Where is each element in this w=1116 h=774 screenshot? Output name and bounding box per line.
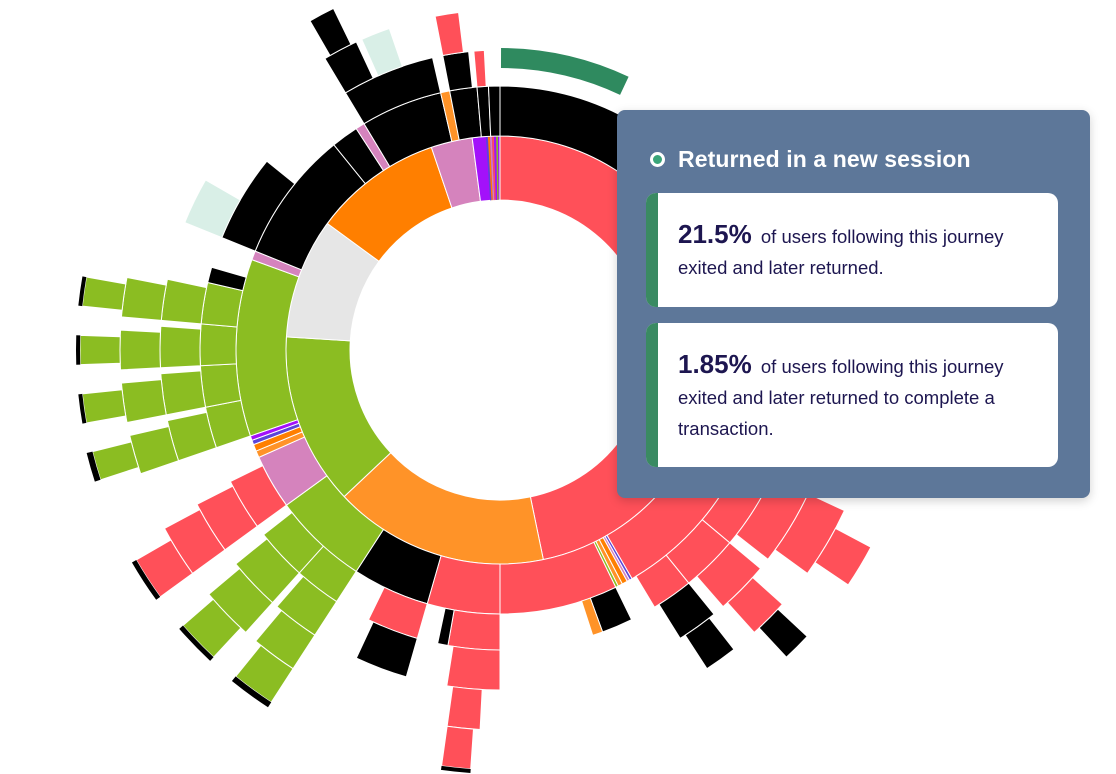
inner-ring-sliver (487, 136, 493, 201)
outer-ring-segment (437, 607, 455, 647)
outer-ring-segment (159, 325, 202, 369)
segment-cap (231, 676, 272, 708)
outer-ring-segment (473, 49, 487, 88)
outer-ring-segment (207, 266, 247, 292)
outer-ring-segment (814, 527, 872, 586)
stat-description: of users following this journey exited a… (678, 226, 1004, 278)
outer-ring-segment (355, 621, 418, 678)
outer-ring-segment (184, 179, 241, 239)
segment-cap (179, 625, 214, 661)
outer-ring-segment (580, 597, 604, 636)
outer-ring-segment (91, 441, 140, 481)
tooltip-header: Returned in a new session (650, 146, 971, 173)
segment-cap (440, 765, 471, 773)
segment-cap (78, 276, 87, 307)
segment-cap (131, 560, 161, 600)
inner-ring-sliver (491, 136, 496, 201)
session-tooltip: Returned in a new session 21.5% of users… (617, 110, 1090, 498)
segment-cap (78, 393, 87, 424)
outer-ring-segment (446, 645, 501, 691)
stat-body: 1.85% of users following this journey ex… (678, 349, 1040, 444)
outer-ring-segment (120, 379, 167, 424)
outer-ring-segment (447, 609, 501, 651)
outer-ring-segment (199, 363, 242, 408)
outer-ring-segment (446, 686, 483, 731)
inner-ring-sliver (485, 136, 492, 201)
stat-value: 21.5% (678, 219, 752, 249)
segment-cap (76, 335, 81, 365)
outer-ring-segment (309, 7, 352, 57)
outer-ring-segment (434, 11, 464, 57)
outer-ring-segment (361, 27, 403, 77)
outer-ring-segment (758, 608, 808, 658)
stat-card-transaction: 1.85% of users following this journey ex… (646, 323, 1058, 467)
outer-ring-segment (182, 598, 242, 658)
stat-body: 21.5% of users following this journey ex… (678, 219, 1040, 283)
middle-ring-segment (487, 85, 501, 137)
outer-ring-segment (199, 323, 238, 367)
outer-ring-segment (120, 276, 167, 321)
outer-ring-segment (119, 329, 161, 371)
outer-ring-segment (160, 278, 208, 325)
outer-ring-segment (234, 644, 294, 703)
inner-ring-sliver (489, 136, 495, 201)
outer-ring-segment (135, 539, 194, 598)
outer-ring-segment (79, 334, 121, 366)
outer-ring-segment (81, 276, 127, 311)
status-dot-icon (650, 152, 665, 167)
outer-ring-segment (81, 389, 127, 424)
outer-ring-segment (160, 370, 207, 416)
stat-value: 1.85% (678, 349, 752, 379)
outer-ring-segment (442, 51, 473, 92)
inner-ring-sliver (496, 136, 499, 201)
stat-card-returned: 21.5% of users following this journey ex… (646, 193, 1058, 307)
outer-ring-segment (684, 617, 735, 670)
stat-description: of users following this journey exited a… (678, 356, 1004, 439)
segment-cap (86, 451, 101, 482)
inner-ring-sliver (494, 136, 498, 201)
session-arc (500, 48, 629, 95)
tooltip-title: Returned in a new session (678, 146, 971, 172)
outer-ring-segment (440, 725, 475, 770)
